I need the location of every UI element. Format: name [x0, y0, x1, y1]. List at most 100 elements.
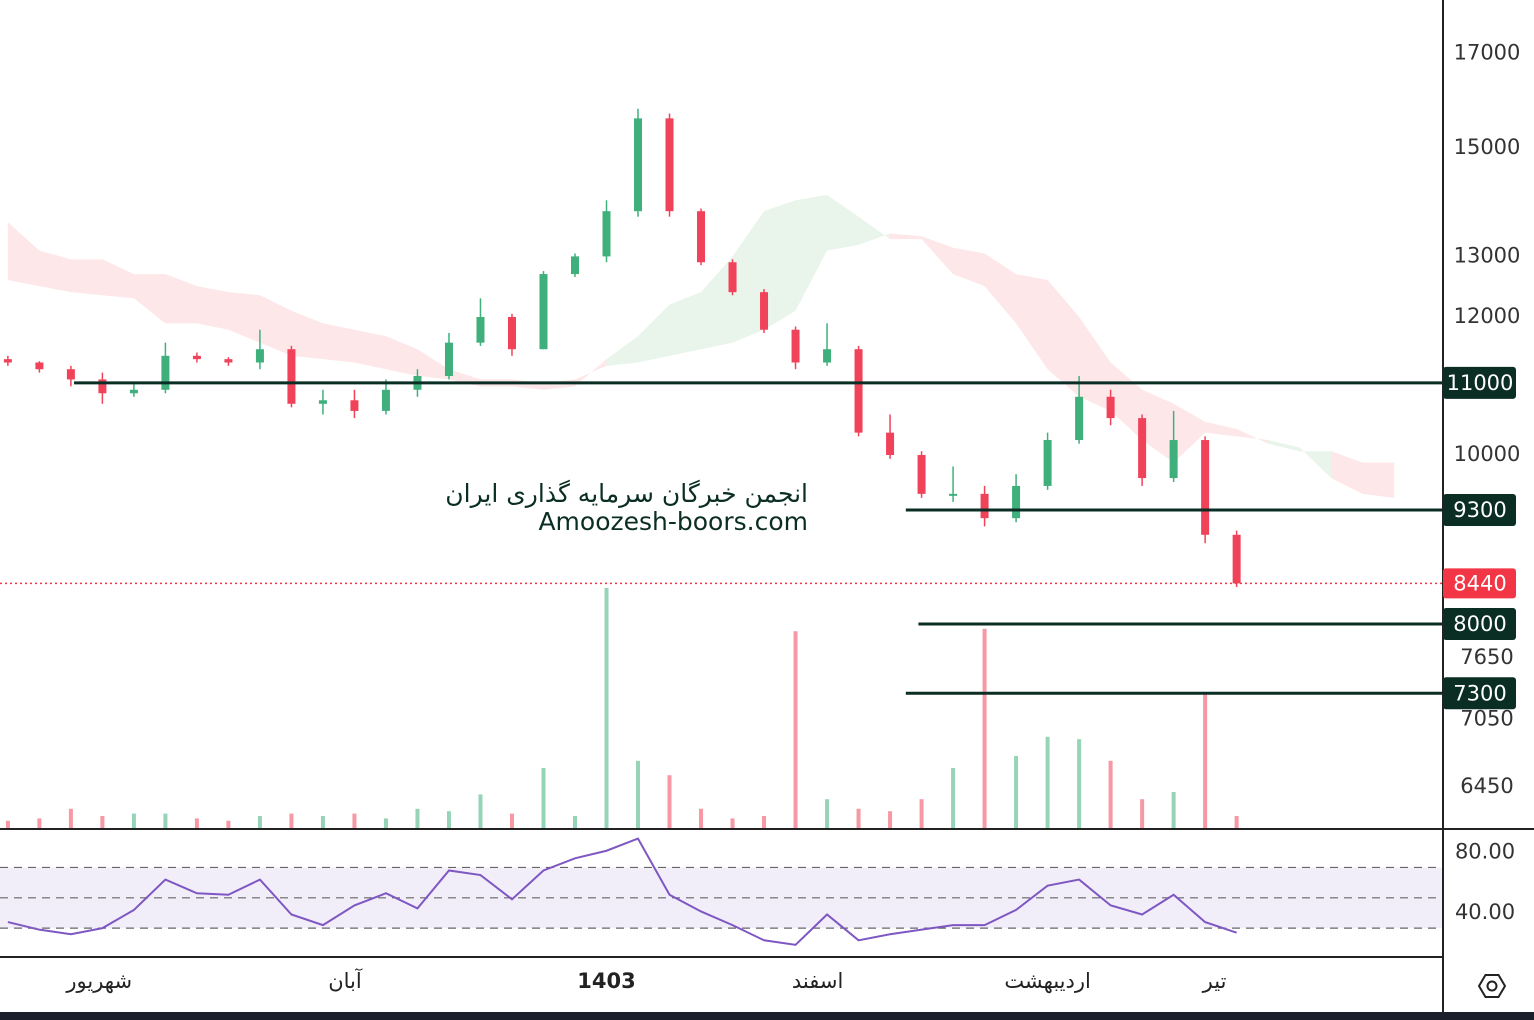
cloud-segment [669, 292, 702, 356]
cloud-segment [102, 259, 134, 299]
level-label-bg [1443, 607, 1516, 640]
candle-body [886, 432, 895, 456]
cloud-segment [574, 359, 607, 387]
y-tick-label: 6450 [1460, 774, 1513, 798]
cloud-segment [953, 247, 985, 287]
cloud-segment [732, 211, 765, 343]
candle-body [823, 349, 832, 363]
volume-bar [5, 820, 10, 828]
candle-body [634, 118, 643, 212]
candle-body [949, 493, 958, 496]
level-label: 8000 [1453, 612, 1506, 636]
cloud-segment [795, 194, 828, 311]
x-tick-label: 1403 [577, 969, 635, 993]
y-tick-label: 7050 [1460, 707, 1513, 731]
volume-bar [320, 816, 325, 828]
volume-bar [478, 794, 483, 828]
candle-body [3, 359, 12, 363]
volume-bar [163, 813, 168, 828]
candle-body [665, 118, 674, 212]
candle-body [1075, 396, 1084, 441]
cloud-segment [858, 216, 891, 245]
volume-bar [1077, 739, 1082, 828]
volume-bar [509, 813, 514, 828]
volume-bar [446, 811, 451, 828]
candle-body [287, 349, 296, 404]
level-label: 7300 [1453, 681, 1506, 705]
candle-body [192, 355, 201, 360]
cloud-segment [354, 329, 386, 370]
volume-bar [856, 808, 861, 828]
volume-bar [1140, 799, 1145, 828]
volume-bar [1171, 792, 1176, 828]
x-tick-label: آبان [328, 968, 363, 993]
cloud-segment [1079, 316, 1111, 411]
cloud-segment [1362, 462, 1395, 498]
volume-bar [383, 818, 388, 828]
axis-layer: 17000 15000 13000 12000 10000 7650 7050 6450 شهر… [65, 40, 1520, 993]
cloud-segment [701, 256, 733, 350]
volume-bar [793, 631, 798, 828]
settings-icon[interactable] [1477, 974, 1507, 998]
candle-body [318, 400, 327, 404]
cloud-layer [7, 194, 1395, 498]
cloud-segment [890, 233, 922, 240]
volume-bar [352, 813, 357, 828]
last-price-bg [1443, 568, 1516, 599]
cloud-segment [1331, 451, 1363, 494]
candle-body [381, 389, 390, 411]
volume-bar [572, 816, 577, 828]
cloud-segment [606, 336, 639, 366]
volume-bar [1234, 816, 1239, 828]
volume-bar [131, 813, 136, 828]
cloud-segment [70, 259, 103, 296]
volume-bar [1014, 756, 1019, 828]
volume-bar [100, 816, 105, 828]
volume-bar [194, 818, 199, 828]
cloud-segment [1142, 389, 1174, 463]
candle-body [98, 379, 107, 394]
candle-body [129, 389, 138, 394]
cloud-segment [984, 253, 1017, 324]
volume-bar [919, 799, 924, 828]
volume-bar [982, 628, 987, 828]
x-tick-label: تیر [1202, 969, 1227, 993]
volume-bar [1203, 693, 1208, 828]
cloud-segment [39, 250, 71, 293]
volume-bar [730, 818, 735, 828]
candle-body [1043, 440, 1052, 486]
watermark: Amoozesh-boors.com [538, 507, 808, 536]
candle-body [507, 316, 516, 350]
rsi-line [7, 837, 1237, 946]
volume-bar [226, 820, 231, 828]
bottom-strip [0, 1012, 1534, 1020]
volume-bar [699, 808, 704, 828]
cloud-segment [638, 304, 670, 363]
y-tick-label: 15000 [1454, 135, 1521, 159]
cloud-segment [417, 349, 449, 380]
candle-body [854, 349, 863, 433]
candle-body [1169, 440, 1178, 479]
volume-bar [541, 768, 546, 828]
cloud-segment [1173, 403, 1206, 463]
cloud-segment [228, 292, 260, 343]
level-label: 11000 [1447, 371, 1514, 395]
cloud-segment [291, 310, 323, 360]
candle-body [917, 455, 926, 494]
volume-bar [762, 816, 767, 828]
icon-hexagon [1477, 974, 1507, 998]
cloud-segment [1016, 274, 1048, 370]
cloud-segment [196, 286, 229, 330]
rsi-tick-label: 80.00 [1455, 839, 1515, 863]
candle-body [791, 329, 800, 363]
volume-bar [1108, 760, 1113, 828]
x-tick-label: اسفند [792, 969, 843, 993]
level-label: 9300 [1453, 498, 1506, 522]
volume-bar [604, 588, 609, 828]
candle-body [1232, 534, 1241, 584]
volume-bar [667, 775, 672, 828]
last-price-label: 8440 [1453, 571, 1506, 595]
cloud-segment [1205, 421, 1237, 437]
level-label-bg [1443, 366, 1516, 399]
candle-body [1012, 485, 1021, 519]
